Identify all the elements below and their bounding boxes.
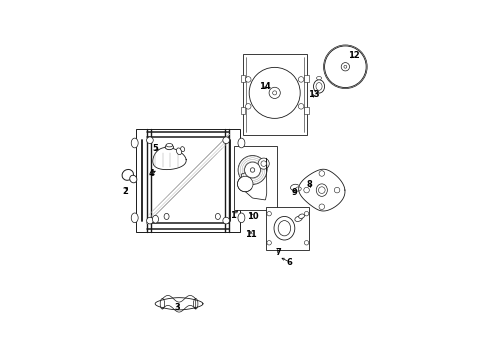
Circle shape	[223, 137, 229, 144]
Ellipse shape	[181, 147, 185, 152]
Ellipse shape	[152, 215, 159, 223]
Circle shape	[344, 65, 347, 68]
Text: 9: 9	[291, 188, 297, 197]
Text: 3: 3	[175, 303, 180, 312]
Text: 6: 6	[287, 258, 293, 267]
Ellipse shape	[316, 82, 322, 90]
Circle shape	[245, 77, 251, 82]
Text: 8: 8	[306, 180, 312, 189]
Circle shape	[319, 204, 324, 210]
Ellipse shape	[314, 80, 324, 93]
Ellipse shape	[278, 221, 291, 236]
Circle shape	[298, 77, 304, 82]
Ellipse shape	[131, 213, 138, 223]
Ellipse shape	[316, 184, 327, 196]
Ellipse shape	[216, 213, 220, 220]
Circle shape	[304, 240, 309, 245]
Ellipse shape	[131, 138, 138, 148]
Circle shape	[245, 162, 261, 178]
Circle shape	[319, 171, 324, 176]
Circle shape	[318, 187, 325, 193]
Ellipse shape	[295, 216, 302, 221]
Bar	[304, 75, 309, 82]
Circle shape	[334, 187, 340, 193]
Circle shape	[272, 91, 277, 95]
Ellipse shape	[160, 298, 165, 309]
Circle shape	[267, 211, 271, 216]
Ellipse shape	[291, 184, 299, 190]
Bar	[241, 75, 245, 82]
Ellipse shape	[238, 138, 245, 148]
Text: 5: 5	[152, 144, 158, 153]
Ellipse shape	[122, 170, 133, 180]
Bar	[241, 107, 245, 114]
Text: 14: 14	[259, 82, 271, 91]
Text: 4: 4	[148, 169, 154, 178]
Circle shape	[250, 168, 255, 172]
Bar	[235, 146, 277, 210]
Text: 11: 11	[245, 230, 257, 239]
Circle shape	[147, 137, 153, 144]
Ellipse shape	[298, 214, 305, 219]
Circle shape	[261, 161, 267, 166]
Ellipse shape	[194, 298, 198, 309]
Bar	[136, 129, 240, 232]
Circle shape	[298, 104, 304, 109]
Circle shape	[249, 67, 300, 118]
Text: 7: 7	[276, 248, 282, 257]
Ellipse shape	[166, 144, 172, 147]
Circle shape	[304, 211, 309, 216]
Ellipse shape	[238, 213, 245, 223]
Circle shape	[238, 156, 267, 184]
Ellipse shape	[317, 76, 321, 80]
Circle shape	[238, 176, 253, 192]
Circle shape	[223, 217, 229, 224]
Circle shape	[304, 187, 309, 193]
Circle shape	[258, 158, 269, 169]
Text: 13: 13	[309, 90, 320, 99]
Polygon shape	[298, 169, 345, 211]
Text: 2: 2	[122, 187, 128, 196]
Ellipse shape	[130, 175, 137, 183]
Circle shape	[341, 63, 349, 71]
Text: 10: 10	[247, 212, 259, 221]
Text: 12: 12	[348, 51, 360, 60]
Ellipse shape	[176, 148, 182, 155]
Ellipse shape	[295, 187, 301, 191]
Ellipse shape	[165, 145, 173, 150]
Bar	[243, 54, 307, 135]
Text: 1: 1	[230, 211, 236, 220]
Circle shape	[267, 240, 271, 245]
Ellipse shape	[164, 213, 169, 220]
Circle shape	[147, 217, 153, 224]
Circle shape	[245, 104, 251, 109]
Bar	[267, 207, 309, 250]
Circle shape	[324, 46, 366, 87]
Ellipse shape	[274, 216, 295, 240]
Polygon shape	[153, 148, 186, 170]
Bar	[304, 107, 309, 114]
Circle shape	[269, 87, 280, 99]
